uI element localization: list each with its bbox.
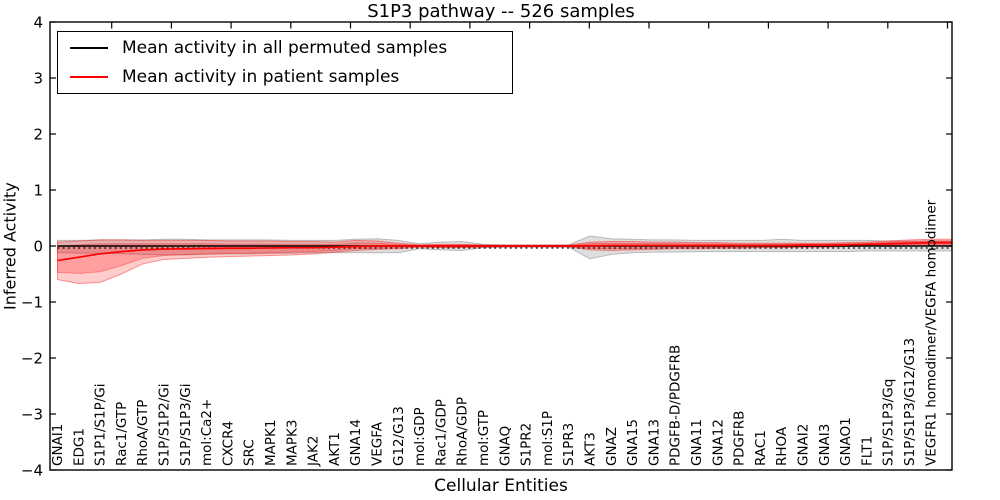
x-tick-label: PDGFB-D/PDGFRB [668, 345, 684, 466]
x-tick-label: GNAI2 [796, 424, 812, 466]
x-tick-label: FLT1 [859, 436, 875, 466]
legend-line-sample-black [70, 47, 108, 49]
x-tick-label: AKT1 [327, 432, 343, 466]
x-tick-label: RhoA/GTP [135, 400, 151, 466]
legend-label-permuted: Mean activity in all permuted samples [122, 38, 448, 58]
x-tick-label: mol:Ca2+ [199, 399, 215, 466]
y-tick-label: −1 [21, 294, 43, 312]
x-tick-label: S1P/S1P2/Gi [157, 384, 173, 467]
x-tick-label: S1P/S1P3/Gq [881, 379, 897, 466]
y-tick-label: 3 [33, 70, 43, 88]
y-tick-label: −4 [21, 462, 43, 480]
x-tick-label: MAPK1 [263, 420, 279, 466]
legend-row-patient: Mean activity in patient samples [70, 67, 512, 87]
legend-row-permuted: Mean activity in all permuted samples [70, 38, 512, 58]
x-tick-label: RAC1 [753, 430, 769, 466]
y-tick-label: −3 [21, 406, 43, 424]
x-tick-label: S1P/S1P3/Gi [178, 384, 194, 467]
x-tick-label: GNAI1 [50, 424, 66, 466]
x-axis-label: Cellular Entities [434, 476, 568, 496]
x-tick-label: mol:S1P [540, 411, 556, 466]
x-tick-label: S1P1/S1P/Gi [93, 384, 109, 467]
y-axis-label: Inferred Activity [0, 182, 20, 310]
x-tick-label: S1PR3 [561, 423, 577, 466]
x-tick-label: EDG1 [71, 428, 87, 466]
x-tick-label: JAK2 [306, 436, 322, 467]
x-tick-label: S1PR2 [519, 423, 535, 466]
x-tick-label: G12/G13 [391, 406, 407, 466]
patient-mean-line [57, 241, 952, 262]
y-tick-label: 2 [33, 126, 43, 144]
x-tick-label: GNA11 [689, 419, 705, 466]
chart-title: S1P3 pathway -- 526 samples [367, 1, 635, 22]
x-tick-label: SRC [242, 439, 258, 466]
x-tick-label: GNA13 [646, 419, 662, 466]
x-tick-label: VEGFR1 homodimer/VEGFA homodimer [923, 199, 939, 466]
x-tick-label: GNA14 [348, 419, 364, 466]
legend-label-patient: Mean activity in patient samples [122, 67, 400, 87]
x-tick-label: S1P/S1P3/G12/G13 [902, 338, 918, 466]
y-tick-label: 0 [33, 238, 43, 256]
x-tick-label: AKT3 [583, 432, 599, 466]
x-tick-label: PDGFRB [732, 411, 748, 466]
legend-line-sample-red [70, 76, 108, 78]
legend: Mean activity in all permuted samples Me… [57, 31, 513, 94]
x-tick-label: mol:GTP [476, 410, 492, 466]
x-tick-label: VEGFA [370, 421, 386, 466]
x-tick-label: RHOA [774, 426, 790, 466]
x-tick-label: GNA15 [625, 419, 641, 466]
x-tick-label: Rac1/GTP [114, 402, 130, 466]
x-tick-label: GNAZ [604, 427, 620, 466]
x-tick-label: GNAI3 [817, 424, 833, 466]
y-tick-label: −2 [21, 350, 43, 368]
x-tick-label: GNAQ [497, 426, 513, 466]
x-tick-label: CXCR4 [220, 421, 236, 466]
x-tick-label: mol:GDP [412, 407, 428, 466]
y-tick-label: 1 [33, 182, 43, 200]
x-tick-label: GNAO1 [838, 417, 854, 466]
y-tick-label: 4 [33, 14, 43, 32]
x-tick-label: RhoA/GDP [455, 397, 471, 466]
x-tick-label: MAPK3 [284, 420, 300, 466]
x-tick-label: Rac1/GDP [433, 399, 449, 466]
x-tick-label: GNA12 [710, 419, 726, 466]
